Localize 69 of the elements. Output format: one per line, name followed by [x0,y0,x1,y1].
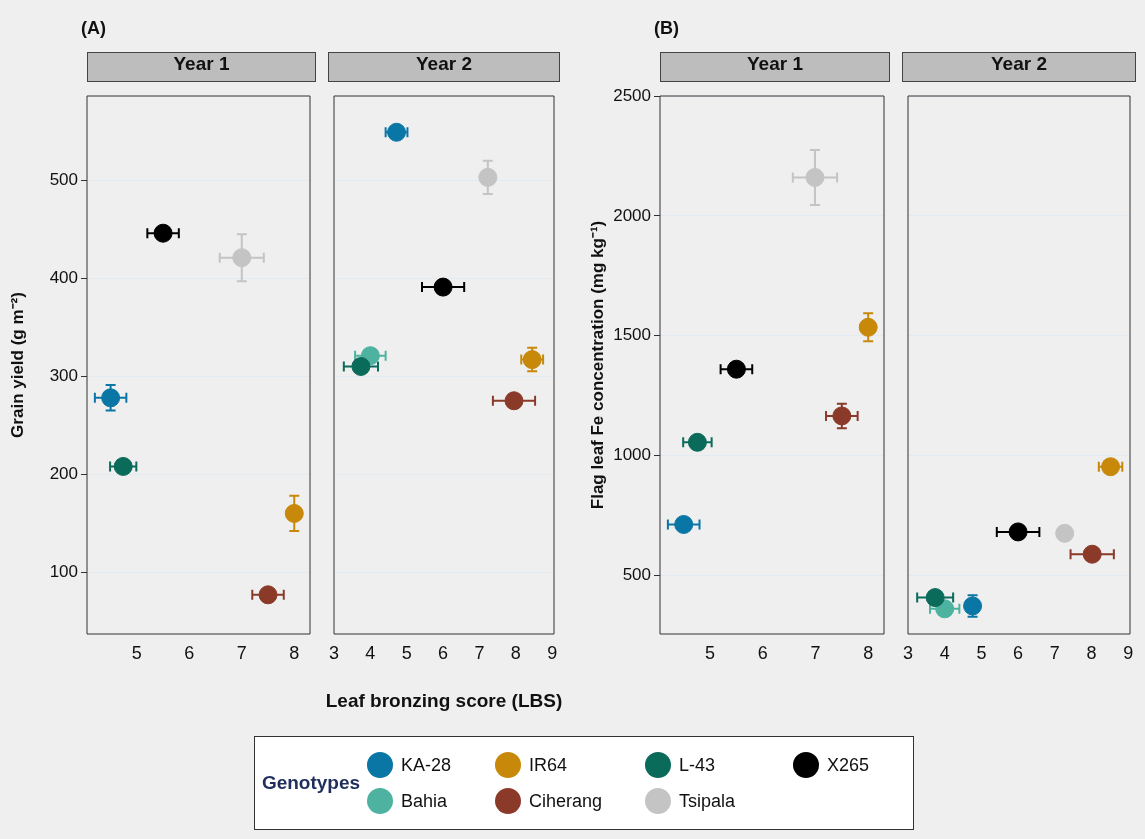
legend-label: Ciherang [529,790,603,812]
chart-title: Year 1 [660,52,890,82]
point [1055,523,1075,543]
y-axis-title: Grain yield (g m⁻²) [7,292,27,438]
x-tick-label: 6 [184,642,195,663]
x-tick-label: 6 [757,642,768,663]
chart-title: Year 2 [902,52,1136,82]
x-tick-label: 9 [547,642,558,663]
y-tick-label: 500 [49,169,78,189]
text: (A) [81,18,106,39]
x-tick-label: 3 [902,642,914,663]
x-tick-label: 5 [705,642,716,663]
y-tick-label: 300 [49,365,78,385]
legend-label: Tsipala [679,790,736,812]
legend-label: L-43 [679,754,716,776]
y-tick-label: 100 [49,561,78,581]
chart-title: Year 1 [87,52,316,82]
point [284,503,304,523]
y-tick-label: 500 [622,564,651,584]
point [504,391,524,411]
y-tick-label: 400 [49,267,78,287]
point [858,317,878,337]
x-tick-label: 5 [401,642,412,663]
legend-label: X265 [827,754,870,776]
point [925,588,945,608]
x-tick-label: 5 [131,642,142,663]
x-tick-label: 8 [510,642,521,663]
point [805,167,825,187]
x-axis-title: Leaf bronzing score (LBS) [324,690,564,712]
x-tick-label: 6 [438,642,449,663]
point [674,514,694,534]
x-tick-label: 9 [1123,642,1134,663]
legend-label: IR64 [529,754,568,776]
point [153,223,173,243]
point [433,277,453,297]
chart-title: Year 2 [328,52,560,82]
point [232,248,252,268]
x-tick-label: 8 [863,642,874,663]
point [522,350,542,370]
y-tick-label: 200 [49,463,78,483]
x-tick-label: 8 [289,642,300,663]
point [687,432,707,452]
legend-label: KA-28 [401,754,452,776]
point [113,456,133,476]
legend-label: Bahia [401,790,448,812]
point [1008,522,1028,542]
x-tick-label: 4 [939,642,950,663]
x-tick-label: 4 [365,642,376,663]
x-tick-label: 8 [1086,642,1097,663]
y-tick-label: 1500 [613,325,651,345]
point [1082,544,1102,564]
point [832,406,852,426]
point [478,167,498,187]
legend-title: Genotypes [260,772,362,794]
point [258,585,278,605]
x-tick-label: 5 [976,642,987,663]
point [351,356,371,376]
x-tick-label: 7 [474,642,485,663]
point [726,359,746,379]
y-tick-label: 2000 [613,205,651,225]
y-tick-label: 1000 [613,445,651,465]
x-tick-label: 6 [1013,642,1024,663]
y-tick-label: 2500 [613,85,651,105]
x-tick-label: 7 [1049,642,1060,663]
text: (B) [654,18,679,39]
x-tick-label: 3 [328,642,340,663]
x-tick-label: 7 [236,642,247,663]
x-tick-label: 7 [810,642,821,663]
y-axis-title: Flag leaf Fe concentration (mg kg⁻¹) [587,220,607,510]
